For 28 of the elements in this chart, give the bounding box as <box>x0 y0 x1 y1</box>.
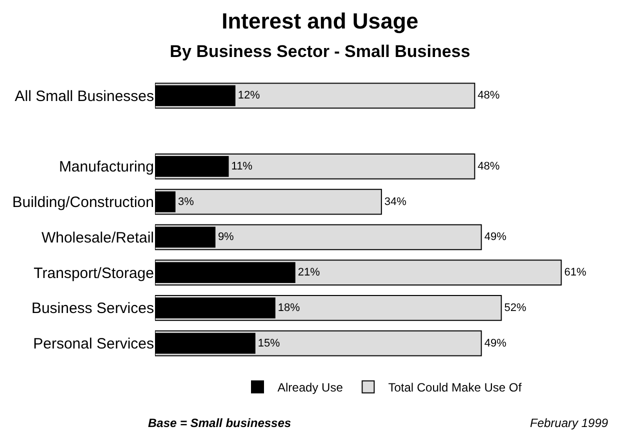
legend-label: Already Use <box>278 380 344 394</box>
data-label: 34% <box>384 196 407 208</box>
y-tick-label: Transport/Storage <box>34 264 154 282</box>
data-label: 48% <box>478 160 500 172</box>
data-label: 21% <box>298 266 320 279</box>
data-label: 49% <box>484 337 507 350</box>
y-tick-label: All Small Businesses <box>14 88 154 105</box>
text: Base = Small businesses <box>148 416 292 430</box>
data-label: 18% <box>278 302 300 314</box>
data-label: 11% <box>231 160 253 172</box>
legend-label: Total Could Make Use Of <box>388 380 522 394</box>
data-label: 9% <box>218 231 234 244</box>
text: February 1999 <box>530 416 608 430</box>
chart-subtitle: By Business Sector - Small Business <box>170 42 470 61</box>
y-tick-label: Manufacturing <box>58 158 154 176</box>
y-tick-label: Wholesale/Retail <box>41 229 154 246</box>
data-label: 61% <box>564 266 586 279</box>
data-label: 3% <box>178 196 194 208</box>
y-tick-label: Building/Construction <box>12 194 154 212</box>
chart-title: Interest and Usage <box>222 8 418 34</box>
data-label: 48% <box>478 90 500 102</box>
data-label: 15% <box>258 337 280 350</box>
data-label: 12% <box>238 90 260 102</box>
data-label: 52% <box>504 302 527 314</box>
y-tick-label: Business Services <box>31 300 154 318</box>
bar <box>155 188 382 215</box>
data-label: 49% <box>484 231 507 244</box>
y-tick-label: Personal Services <box>33 336 154 353</box>
